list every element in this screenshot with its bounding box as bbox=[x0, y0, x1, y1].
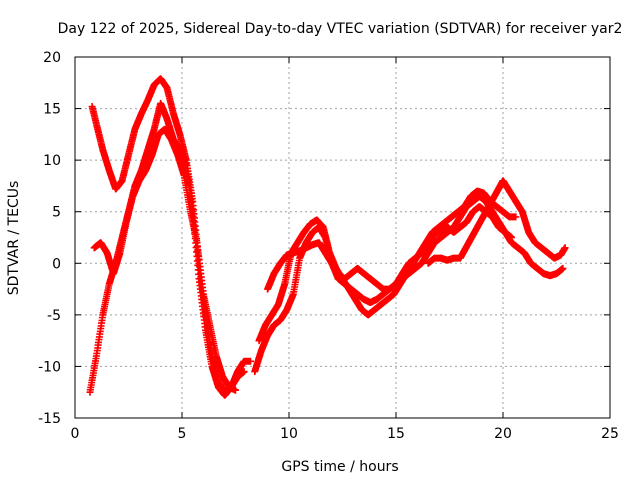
data-series bbox=[86, 75, 569, 399]
series-arc bbox=[264, 203, 516, 293]
chart-title: Day 122 of 2025, Sidereal Day-to-day VTE… bbox=[58, 21, 623, 37]
plus-markers bbox=[86, 99, 248, 399]
y-tick-label: 0 bbox=[52, 256, 61, 272]
plus-markers bbox=[90, 125, 239, 394]
plus-markers bbox=[264, 203, 516, 293]
series-arc bbox=[251, 192, 567, 376]
y-tick-label: -5 bbox=[47, 308, 61, 324]
x-tick-label: 25 bbox=[601, 426, 619, 442]
x-tick-label: 20 bbox=[494, 426, 512, 442]
x-axis-label: GPS time / hours bbox=[281, 459, 398, 475]
x-tick-label: 15 bbox=[387, 426, 405, 442]
y-tick-label: 20 bbox=[43, 50, 61, 66]
x-tick-label: 0 bbox=[71, 426, 80, 442]
y-tick-label: 10 bbox=[43, 153, 61, 169]
y-axis-label: SDTVAR / TECUs bbox=[6, 181, 22, 296]
axis-ticks: 0 5 10 15 20 25 -15 -10 -5 0 5 10 15 20 bbox=[38, 50, 619, 442]
y-tick-label: -15 bbox=[38, 411, 61, 427]
x-tick-label: 10 bbox=[280, 426, 298, 442]
plus-markers bbox=[424, 177, 569, 267]
series-arc bbox=[424, 177, 569, 267]
plot-frame bbox=[74, 56, 611, 419]
y-tick-label: 15 bbox=[43, 102, 61, 118]
plus-markers bbox=[251, 192, 567, 376]
x-tick-label: 5 bbox=[178, 426, 187, 442]
series-arc bbox=[90, 125, 239, 394]
y-tick-label: -10 bbox=[38, 359, 61, 375]
series-arc bbox=[86, 99, 248, 399]
y-tick-label: 5 bbox=[52, 205, 61, 221]
